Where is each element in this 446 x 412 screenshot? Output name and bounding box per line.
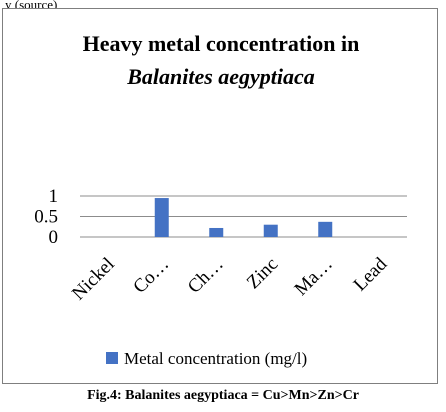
x-tick-label: Co… <box>129 254 173 298</box>
x-tick-label: Ch… <box>184 254 228 298</box>
bar <box>209 227 224 237</box>
x-tick-label: Zinc <box>243 254 282 293</box>
legend-swatch <box>106 352 118 364</box>
legend-label: Metal concentration (mg/l) <box>124 349 307 368</box>
bar <box>154 198 169 237</box>
chart-subtitle: Balanites aegyptiaca <box>127 64 315 89</box>
figure-caption: Fig.4: Balanites aegyptiaca = Cu>Mn>Zn>C… <box>87 388 359 403</box>
x-tick-label: Nickel <box>68 254 119 305</box>
bar <box>263 224 278 237</box>
y-tick-label: 0 <box>49 227 59 248</box>
chart-title: Heavy metal concentration in <box>82 31 360 56</box>
x-tick-label: Lead <box>350 253 392 295</box>
x-tick-label: Ma… <box>291 254 337 300</box>
y-tick-label: 0.5 <box>34 207 58 228</box>
bar <box>318 221 333 237</box>
y-tick-label: 1 <box>49 186 59 207</box>
